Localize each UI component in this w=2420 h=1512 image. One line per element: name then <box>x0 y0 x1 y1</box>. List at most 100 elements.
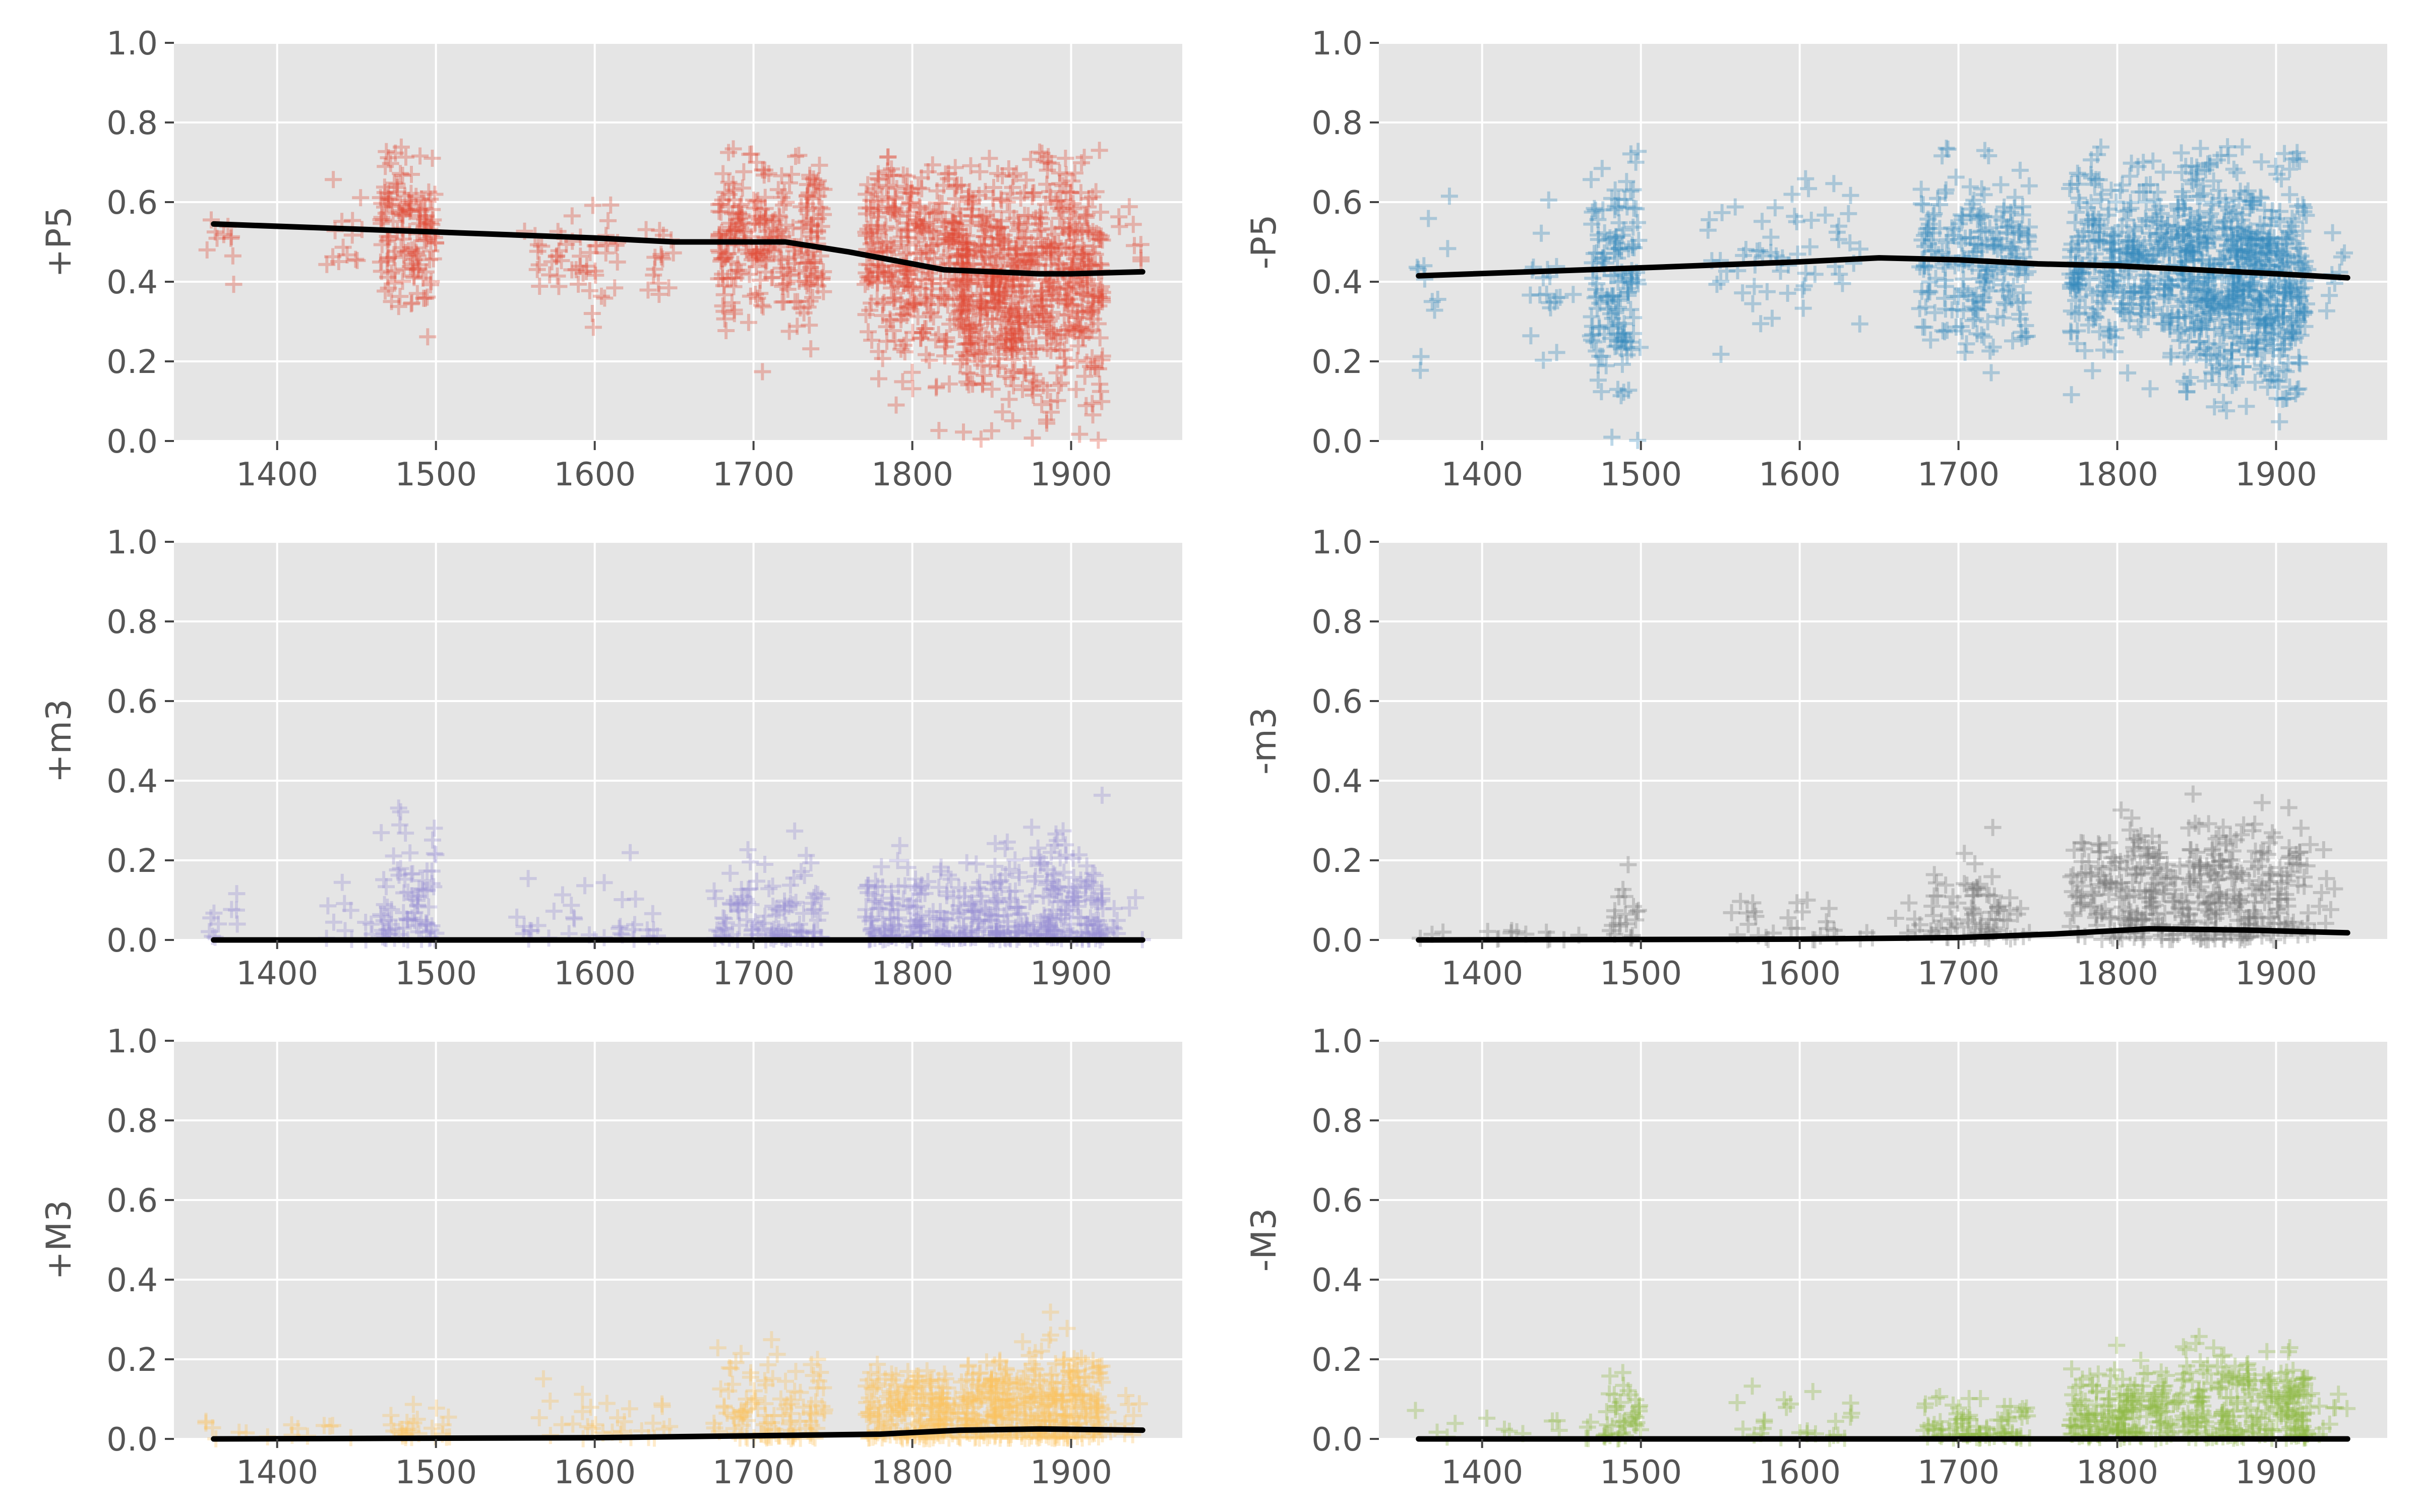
scatter-point <box>581 244 599 262</box>
scatter-point <box>586 262 604 280</box>
scatter-point <box>734 179 751 197</box>
scatter-point <box>394 206 411 224</box>
scatter-point <box>412 203 430 220</box>
scatter-point <box>950 303 968 321</box>
scatter-point <box>753 296 770 314</box>
scatter-point <box>784 219 802 236</box>
scatter-point <box>930 296 947 313</box>
panel--m3: 1400 1500 1600 1700 1800 19000.00.20.40.60.81… <box>1244 524 2387 992</box>
scatter-point <box>869 208 887 226</box>
scatter-point <box>597 244 615 262</box>
scatter-point <box>899 298 917 316</box>
scatter-point <box>397 148 414 166</box>
scatter-point <box>412 190 430 208</box>
scatter-point <box>419 328 437 346</box>
scatter-point <box>375 211 392 229</box>
scatter-point <box>900 277 918 294</box>
scatter-point <box>801 317 818 334</box>
x-tick-label: 1400 <box>1441 456 1523 493</box>
scatter-point <box>713 250 731 267</box>
scatter-point <box>384 213 402 230</box>
scatter-point <box>715 286 733 303</box>
scatter-point <box>415 231 433 249</box>
scatter-point <box>417 232 435 249</box>
scatter-point <box>198 241 216 259</box>
scatter-point <box>755 243 773 261</box>
scatter-point <box>949 247 966 265</box>
scatter-point <box>748 245 766 263</box>
scatter-point <box>717 248 735 266</box>
scatter-point <box>553 252 570 270</box>
scatter-point <box>778 260 796 277</box>
scatter-point <box>813 269 831 286</box>
scatter-point <box>878 178 895 196</box>
y-tick-label: 0.0 <box>106 423 158 461</box>
scatter-point <box>719 270 737 287</box>
scatter-point <box>392 196 409 214</box>
scatter-point <box>422 276 439 293</box>
scatter-point <box>858 199 875 217</box>
scatter-point <box>870 263 887 280</box>
scatter-point <box>747 214 764 232</box>
y-tick-label: 1.0 <box>106 25 158 62</box>
scatter-point <box>405 267 423 285</box>
scatter-point <box>390 298 407 316</box>
scatter-point <box>719 245 737 263</box>
scatter-point <box>409 261 427 278</box>
scatter-point <box>411 210 429 227</box>
scatter-point <box>950 271 967 289</box>
scatter-point <box>382 155 399 172</box>
scatter-point <box>747 193 765 211</box>
y-tick-label: 0.6 <box>106 184 158 222</box>
y-tick-label: 0.2 <box>1311 344 1363 381</box>
scatter-point <box>798 265 815 282</box>
scatter-point <box>918 242 935 260</box>
scatter-point <box>731 198 749 215</box>
scatter-point <box>926 250 943 268</box>
scatter-point <box>380 191 398 208</box>
scatter-point <box>755 213 772 231</box>
scatter-point <box>944 214 961 232</box>
scatter-point <box>769 223 786 241</box>
scatter-point <box>730 262 748 279</box>
scatter-point <box>529 236 547 254</box>
scatter-point <box>900 221 917 238</box>
scatter-point <box>394 167 411 184</box>
scatter-point <box>549 267 566 285</box>
scatter-point <box>376 198 393 216</box>
scatter-point <box>756 188 774 206</box>
scatter-point <box>804 190 822 207</box>
scatter-point <box>714 192 732 209</box>
scatter-point <box>571 258 589 275</box>
scatter-point <box>385 248 403 266</box>
scatter-point <box>338 246 356 264</box>
scatter-point <box>868 290 886 308</box>
scatter-point <box>862 192 880 209</box>
scatter-point <box>777 216 795 234</box>
scatter-point <box>923 270 941 288</box>
scatter-point <box>797 273 814 290</box>
scatter-point <box>347 250 365 268</box>
scatter-point <box>907 216 925 234</box>
scatter-point <box>734 209 751 226</box>
scatter-point <box>373 236 391 254</box>
scatter-point <box>749 289 766 307</box>
scatter-point <box>793 245 810 263</box>
scatter-point <box>422 273 440 290</box>
scatter-point <box>799 298 817 316</box>
scatter-point <box>793 198 810 216</box>
scatter-point <box>925 308 942 326</box>
scatter-point <box>745 248 763 266</box>
y-tick-label: 0.4 <box>106 763 158 800</box>
scatter-point <box>808 229 826 247</box>
scatter-point <box>883 241 900 259</box>
scatter-point <box>379 250 396 268</box>
scatter-point <box>765 242 783 260</box>
scatter-point <box>712 196 730 213</box>
scatter-point <box>766 211 784 229</box>
scatter-point <box>405 269 423 286</box>
panel-+m3: 1400 1500 1600 1700 1800 19000.00.20.40.60.81… <box>39 524 1182 992</box>
scatter-point <box>712 253 730 270</box>
scatter-point <box>803 254 820 272</box>
scatter-point <box>596 289 614 307</box>
